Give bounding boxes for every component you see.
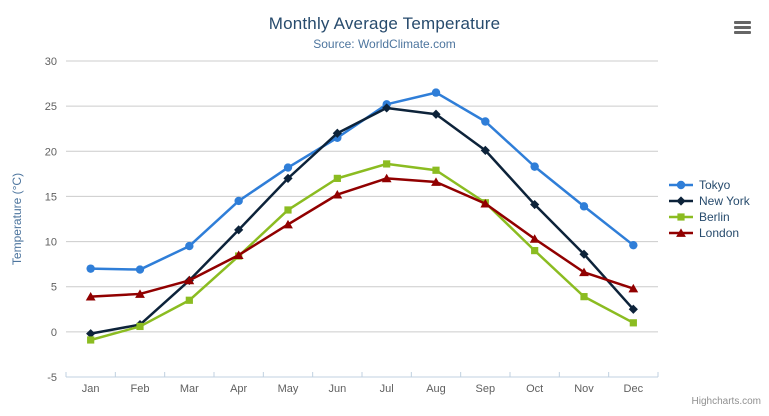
x-tick-label: Jan (82, 383, 100, 395)
x-tick-label: Jun (328, 383, 346, 395)
data-point-new-york[interactable] (234, 225, 244, 235)
data-point-london[interactable] (283, 219, 293, 229)
legend-label: Tokyo (699, 178, 731, 192)
hamburger-bar (734, 26, 751, 29)
data-point-tokyo[interactable] (481, 117, 490, 126)
data-point-new-york[interactable] (579, 249, 589, 259)
legend-symbol-marker[interactable] (676, 228, 686, 237)
data-point-tokyo[interactable] (185, 241, 194, 251)
data-point-berlin[interactable] (333, 174, 341, 182)
series-line-tokyo[interactable] (89, 91, 635, 271)
data-point-berlin[interactable] (284, 206, 292, 214)
data-point-tokyo[interactable] (234, 196, 243, 206)
x-tick-label: Apr (230, 383, 247, 395)
chart-title: Monthly Average Temperature (268, 14, 501, 33)
y-tick-label: -5 (47, 372, 57, 384)
data-point-tokyo[interactable] (135, 265, 145, 274)
x-tick-label: Aug (426, 383, 446, 395)
credits-link[interactable]: Highcharts.com (691, 396, 761, 407)
y-tick-label: 30 (45, 56, 57, 68)
legend-label: Berlin (699, 210, 730, 224)
data-point-berlin[interactable] (185, 296, 193, 304)
legend-symbol-marker[interactable] (676, 196, 686, 206)
data-point-london[interactable] (184, 275, 195, 285)
data-point-tokyo[interactable] (629, 240, 638, 250)
data-point-london[interactable] (579, 267, 589, 277)
data-point-london[interactable] (381, 173, 392, 183)
hamburger-menu-icon[interactable] (734, 21, 751, 36)
london-series-marker-icon (669, 228, 693, 237)
data-point-london[interactable] (529, 234, 540, 243)
hamburger-bar (734, 31, 751, 34)
legend-item-berlin[interactable]: Berlin (668, 209, 750, 225)
x-tick-label: May (278, 383, 299, 395)
data-point-tokyo[interactable] (431, 88, 441, 97)
data-point-tokyo[interactable] (530, 162, 539, 171)
series-line-new-york[interactable] (89, 106, 635, 335)
data-point-london[interactable] (233, 250, 244, 260)
data-point-berlin[interactable] (580, 293, 588, 301)
data-point-new-york[interactable] (530, 199, 540, 210)
data-point-tokyo[interactable] (579, 202, 589, 211)
data-point-berlin[interactable] (531, 247, 539, 255)
y-tick-label: 10 (45, 237, 57, 249)
data-point-new-york[interactable] (283, 173, 293, 183)
tokyo-series-marker-icon (669, 180, 693, 190)
data-point-new-york[interactable] (86, 329, 96, 339)
data-point-london[interactable] (480, 199, 491, 208)
data-point-new-york[interactable] (332, 128, 342, 138)
legend-symbol-marker[interactable] (677, 213, 685, 221)
hamburger-bar (734, 21, 751, 24)
data-point-london[interactable] (431, 177, 441, 186)
data-point-berlin[interactable] (136, 322, 144, 331)
y-tick-label: 5 (51, 282, 57, 294)
x-tick-label: Feb (131, 383, 150, 395)
x-tick-label: Nov (574, 383, 594, 395)
y-axis-title: Temperature (°C) (10, 172, 24, 266)
data-point-tokyo[interactable] (283, 163, 293, 172)
data-point-london[interactable] (135, 289, 145, 298)
y-tick-label: 0 (51, 327, 57, 339)
legend-label: London (699, 226, 740, 240)
x-tick-label: Oct (526, 383, 543, 395)
new-york-series-marker-icon (669, 196, 693, 206)
berlin-series-marker-icon (669, 213, 693, 221)
series-line-london[interactable] (89, 177, 635, 298)
x-tick-label: Jul (380, 383, 394, 395)
y-tick-label: 25 (45, 101, 57, 113)
legend-item-new-york[interactable]: New York (668, 193, 750, 209)
legend: Tokyo New York Berlin London (668, 177, 750, 241)
data-point-berlin[interactable] (383, 160, 391, 168)
data-point-london[interactable] (85, 292, 96, 301)
data-point-london[interactable] (628, 283, 639, 293)
legend-label: New York (699, 194, 750, 208)
data-point-new-york[interactable] (382, 103, 392, 113)
x-tick-label: Dec (624, 383, 644, 395)
x-tick-label: Mar (180, 383, 199, 395)
data-point-new-york[interactable] (628, 304, 638, 314)
data-point-new-york[interactable] (431, 109, 441, 119)
legend-item-tokyo[interactable]: Tokyo (668, 177, 750, 193)
series-line-berlin[interactable] (89, 162, 635, 342)
data-point-tokyo[interactable] (86, 264, 95, 273)
y-tick-label: 15 (45, 191, 57, 203)
data-point-berlin[interactable] (87, 336, 95, 344)
legend-symbol-marker[interactable] (676, 180, 686, 190)
data-point-berlin[interactable] (432, 166, 440, 174)
data-point-london[interactable] (332, 190, 343, 199)
legend-item-london[interactable]: London (668, 225, 750, 241)
y-tick-label: 20 (45, 146, 57, 158)
x-tick-label: Sep (476, 383, 496, 395)
chart-subtitle: Source: WorldClimate.com (313, 37, 456, 51)
data-point-berlin[interactable] (629, 319, 637, 327)
data-point-new-york[interactable] (480, 145, 490, 155)
